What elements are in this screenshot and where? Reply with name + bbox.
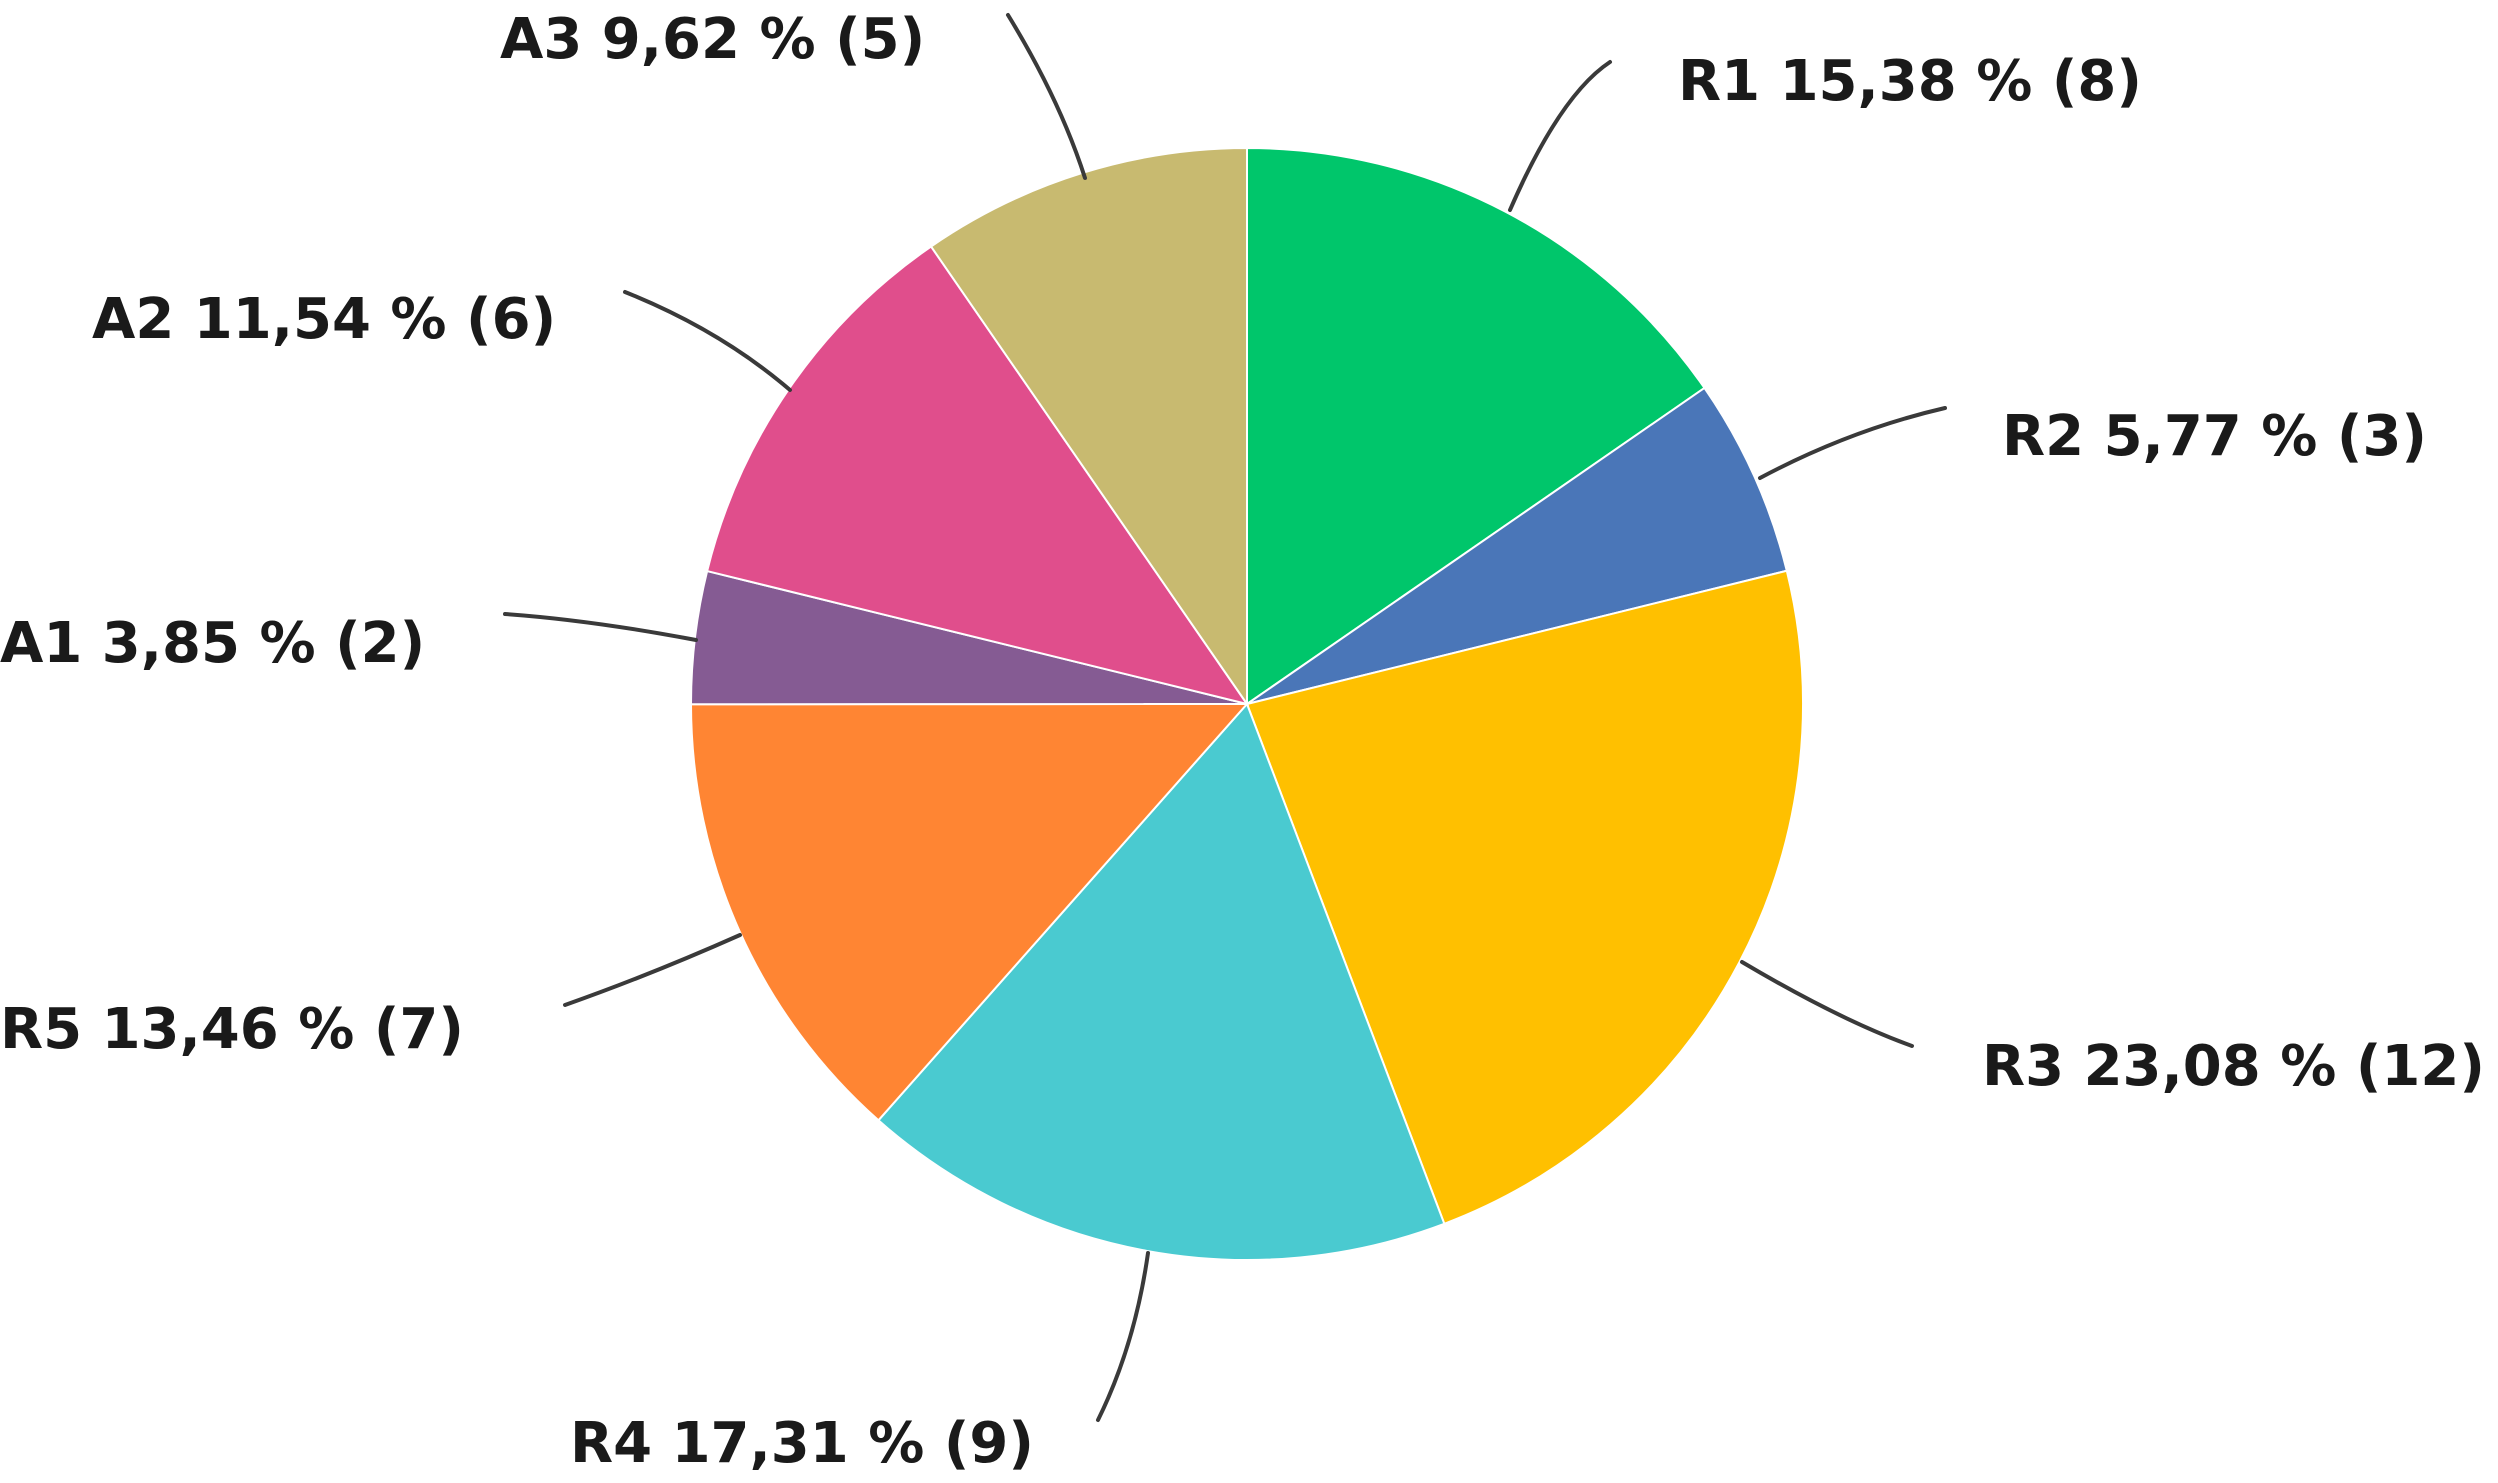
leader-line-a3 [1006, 13, 1087, 180]
slice-label-r5: R5 13,46 % (7) [0, 997, 464, 1062]
pie-slice-r3 [1245, 569, 1804, 1226]
pie-slices [689, 146, 1804, 1261]
leader-line-r3 [1740, 960, 1914, 1048]
slice-label-a1: A1 3,85 % (2) [0, 611, 425, 676]
slice-labels: R1 15,38 % (8) R2 5,77 % (3) R3 23,08 % (1… [0, 7, 2485, 1476]
leader-line-r5 [563, 933, 742, 1007]
leader-lines [503, 13, 1947, 1422]
slice-label-a2: A2 11,54 % (6) [92, 287, 556, 352]
pie-slice-r5 [689, 702, 1250, 1122]
pie-slice-r1 [1246, 146, 1706, 706]
leader-line-r4 [1096, 1251, 1150, 1422]
slice-label-r2: R2 5,77 % (3) [2002, 404, 2427, 469]
leader-line-r2 [1758, 406, 1947, 480]
slice-label-a3: A3 9,62 % (5) [500, 7, 925, 72]
leader-line-a1 [503, 612, 698, 642]
slice-label-r3: R3 23,08 % (12) [1982, 1034, 2485, 1099]
slice-label-r1: R1 15,38 % (8) [1678, 49, 2142, 114]
leader-line-a2 [623, 290, 792, 392]
pie-slice-r4 [877, 702, 1446, 1261]
leader-line-r1 [1508, 60, 1612, 212]
slice-label-r4: R4 17,31 % (9) [570, 1411, 1034, 1476]
pie-slice-r2 [1246, 386, 1789, 705]
